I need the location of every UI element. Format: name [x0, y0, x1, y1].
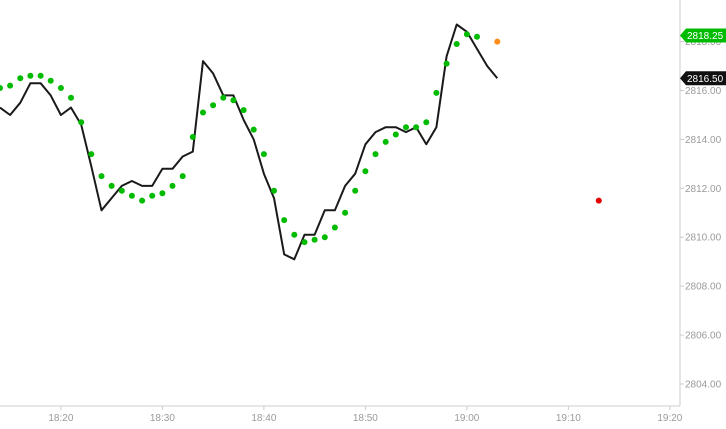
indicator-dot [17, 75, 24, 82]
indicator-dot [139, 197, 146, 204]
indicator-dot [301, 239, 308, 246]
indicator-dot [281, 217, 288, 224]
price-badge: 2816.50 [680, 71, 726, 86]
indicator-dot [57, 85, 64, 91]
indicator-dot [88, 151, 95, 158]
y-tick-label: 2806.00 [685, 331, 722, 342]
price-badge-shape [680, 28, 726, 43]
indicator-dot [291, 231, 298, 238]
indicator-dot [595, 197, 602, 204]
price-badge-shape [680, 71, 726, 86]
indicator-dot [250, 126, 257, 133]
indicator-dot [453, 41, 460, 47]
indicator-dot [179, 173, 186, 180]
indicator-dot [463, 31, 470, 38]
indicator-dot [37, 72, 44, 79]
indicator-dot [210, 102, 217, 109]
indicator-dot [321, 234, 328, 241]
x-tick-label: 18:50 [353, 413, 378, 424]
y-tick-label: 2808.00 [685, 282, 722, 293]
indicator-dot [271, 187, 277, 194]
x-tick-label: 19:00 [454, 413, 479, 424]
indicator-dot [240, 107, 247, 114]
indicator-dot [200, 109, 206, 116]
x-tick-label: 19:10 [556, 413, 581, 424]
indicator-dot [118, 187, 125, 194]
indicator-dot [27, 72, 34, 79]
indicator-dot [68, 94, 74, 101]
indicator-dot [382, 138, 389, 145]
indicator-dot [362, 168, 369, 175]
price-line [0, 23, 499, 261]
indicator-dot [423, 119, 430, 126]
y-tick-label: 2816.00 [685, 86, 722, 97]
indicator-dot [443, 60, 450, 67]
y-tick-label: 2814.00 [685, 135, 722, 146]
y-tick-label: 2812.00 [685, 184, 722, 195]
indicator-dot [392, 131, 399, 138]
x-tick-label: 18:40 [251, 413, 276, 424]
indicator-dot [403, 124, 409, 131]
indicator-dot [159, 190, 166, 197]
x-tick-label: 18:30 [150, 413, 175, 424]
series-layer [0, 23, 602, 261]
indicator-dot [474, 33, 480, 40]
price-badge-label: 2816.50 [687, 74, 724, 85]
y-tick-label: 2810.00 [685, 233, 722, 244]
y-tick-label: 2818.00 [685, 37, 722, 48]
indicator-dot [7, 82, 14, 89]
indicator-dot [342, 209, 349, 216]
indicator-dot [352, 187, 359, 194]
indicator-dot [47, 77, 54, 84]
x-tick-label: 19:20 [657, 413, 682, 424]
price-badge-label: 2818.25 [687, 31, 724, 42]
indicator-dot [220, 94, 227, 101]
price-badges: 2818.25 2816.50 [680, 28, 726, 86]
x-axis-ticks: 18:20 18:30 18:40 18:50 19:00 19:10 19:20 [48, 406, 683, 424]
x-tick-label: 18:20 [48, 413, 73, 424]
indicator-dot [78, 119, 85, 126]
y-axis-ticks: 2804.00 2806.00 2808.00 2810.00 2812.00 2814.… [680, 37, 722, 390]
indicator-dot [98, 173, 105, 180]
indicator-dot [230, 97, 237, 104]
indicator-dot [331, 224, 338, 231]
y-tick-label: 2804.00 [685, 379, 722, 390]
indicator-dot [413, 124, 420, 131]
indicator-dot [189, 134, 196, 140]
indicator-dot [108, 182, 115, 189]
indicator-dot [494, 38, 501, 45]
price-badge: 2818.25 [680, 28, 726, 43]
indicator-dot [433, 89, 440, 96]
indicator-dot [260, 151, 267, 158]
indicator-dot [169, 182, 176, 189]
indicator-dot [128, 192, 135, 199]
indicator-dot [372, 151, 379, 158]
indicator-dot [311, 236, 318, 243]
indicator-dot [149, 192, 156, 199]
indicator-dot [0, 85, 3, 91]
